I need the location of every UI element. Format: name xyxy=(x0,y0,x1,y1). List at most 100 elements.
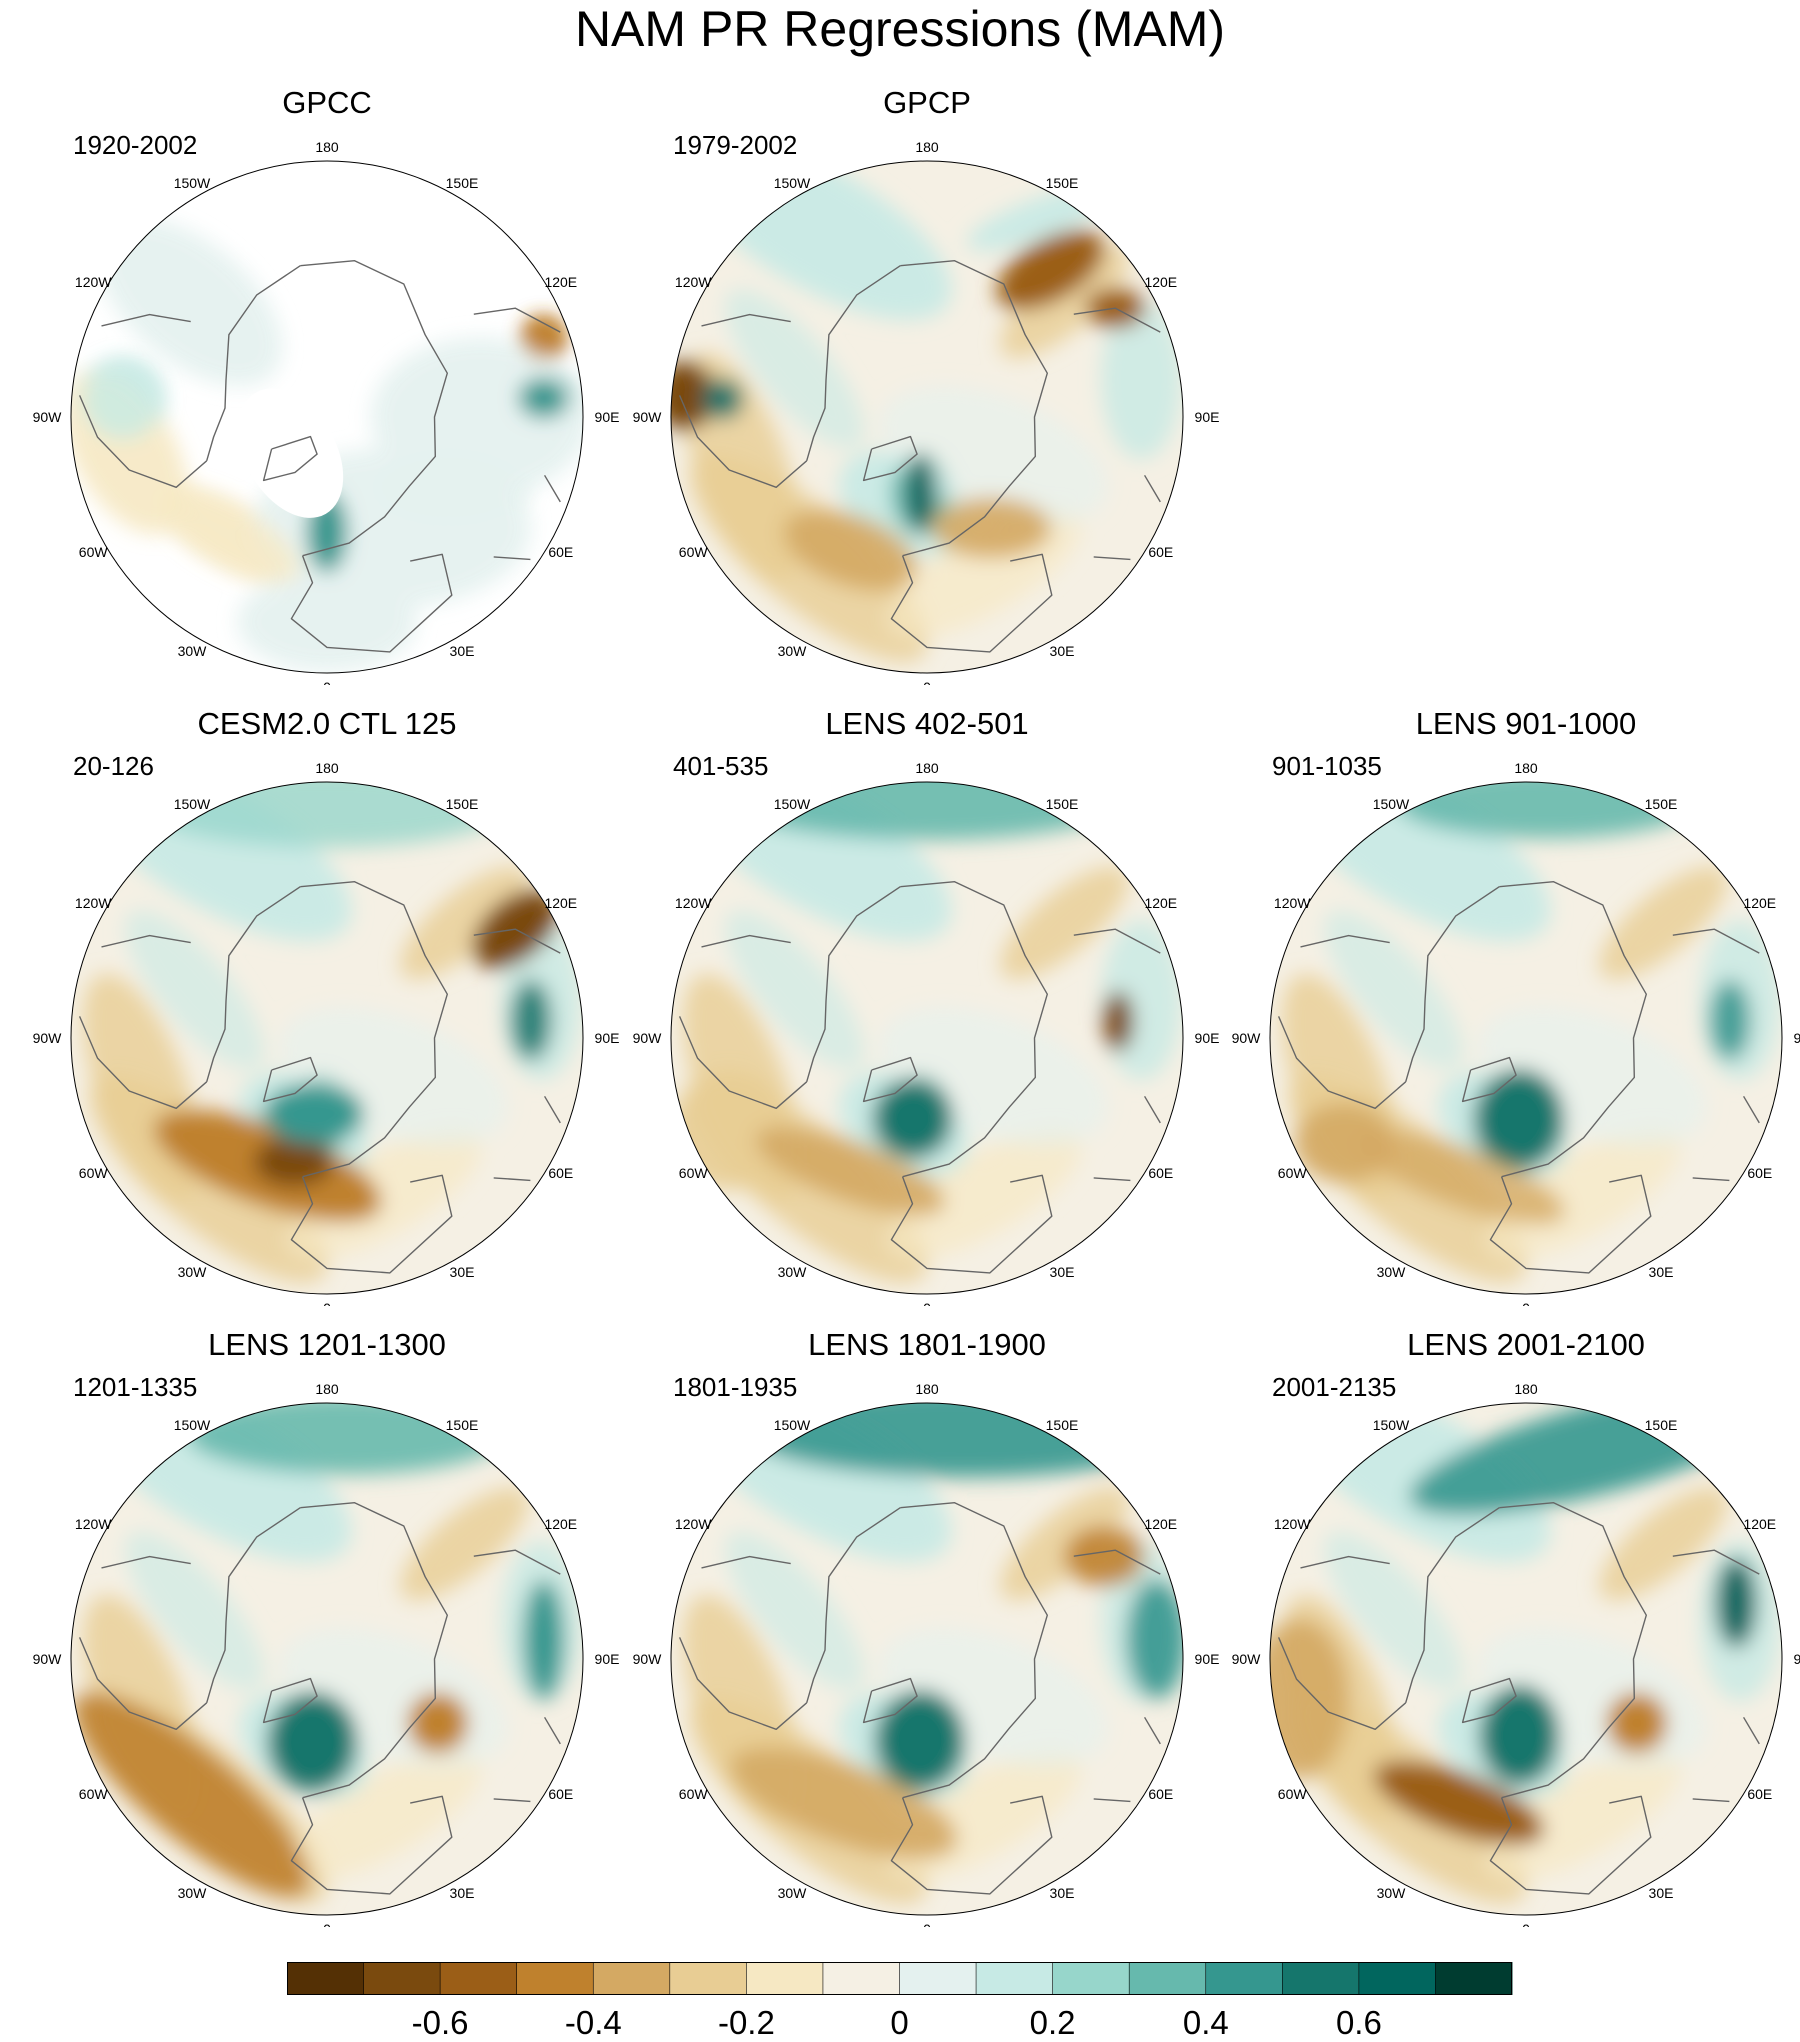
colorbar-swatch xyxy=(440,1962,518,1995)
anomaly-region xyxy=(874,1690,965,1791)
coastline xyxy=(806,265,901,461)
map-panel-cesm: CESM2.0 CTL 125 180 150E 120E 90E 60E 30E 0 30W 6… xyxy=(27,706,627,1306)
anomaly-region xyxy=(730,1747,958,1859)
longitude-label: 30W xyxy=(178,643,208,659)
coastline xyxy=(1742,1095,1760,1124)
anomaly-region xyxy=(1064,1526,1145,1587)
coastline xyxy=(206,886,301,1082)
period-label: 901-1035 xyxy=(1272,751,1382,781)
longitude-label: 90W xyxy=(633,1651,663,1667)
anomaly-region xyxy=(1324,1531,1464,1691)
coastline xyxy=(701,313,791,327)
polar-map: 180 150E 120E 90E 60E 30E 0 30W 60W 90W 120W 150W xyxy=(1232,1381,1800,1927)
period-label: 1801-1935 xyxy=(673,1372,798,1402)
coastline xyxy=(290,1795,453,1895)
longitude-label: 180 xyxy=(315,760,339,776)
colorbar: -0.6 -0.4 -0.2 0 0.2 0.4 0.6 xyxy=(287,1962,1513,2041)
polar-map: 180 150E 120E 90E 60E 30E 0 30W 60W 90W 120W 150W xyxy=(633,1381,1220,1927)
coastline xyxy=(1692,1798,1730,1803)
coastline xyxy=(290,1174,453,1274)
coastline xyxy=(290,553,453,653)
map-boundary xyxy=(1269,781,1783,1295)
longitude-label: 30E xyxy=(1050,1264,1075,1280)
anomaly-region xyxy=(511,980,552,1061)
longitude-label: 60E xyxy=(1148,1786,1173,1802)
longitude-label: 60W xyxy=(79,1165,109,1181)
coastline xyxy=(1300,934,1390,948)
coastline xyxy=(493,556,531,561)
map-panel-gpcc: GPCC 180 150E 120E 90E 60E 30E 0 30W 60W 90W 120W 15… xyxy=(27,85,627,685)
map-boundary xyxy=(670,781,1184,1295)
longitude-label: 0 xyxy=(1522,1300,1530,1306)
anomaly-region xyxy=(1373,1761,1545,1845)
anomaly-region xyxy=(253,1136,334,1187)
missing-data xyxy=(238,388,344,518)
panel-title: LENS 402-501 xyxy=(825,706,1029,741)
longitude-label: 180 xyxy=(315,1381,339,1397)
anomaly-region xyxy=(1710,980,1751,1061)
coastline xyxy=(806,886,901,1082)
anomaly-region xyxy=(1606,1693,1667,1753)
period-label: 1920-2002 xyxy=(73,130,198,160)
longitude-label: 30W xyxy=(178,1885,208,1901)
colorbar-swatch xyxy=(593,1962,671,1995)
coastline xyxy=(1073,1549,1161,1575)
longitude-label: 90E xyxy=(1794,1030,1800,1046)
coastline xyxy=(1073,928,1161,954)
longitude-label: 150W xyxy=(174,175,211,191)
coastline xyxy=(678,1016,808,1109)
anomaly-region xyxy=(1357,1130,1565,1225)
anomaly-region xyxy=(1126,1578,1183,1699)
longitude-label: 90W xyxy=(1232,1030,1262,1046)
colorbar-tick-label: -0.4 xyxy=(565,2004,622,2041)
polar-map: 180 150E 120E 90E 60E 30E 0 30W 60W 90W 120W 150W xyxy=(1232,760,1800,1306)
anomaly-region xyxy=(886,1129,1082,1260)
coastline xyxy=(493,1798,531,1803)
panel-title: CESM2.0 CTL 125 xyxy=(197,706,457,741)
anomaly-region xyxy=(755,1126,945,1216)
coastline xyxy=(1499,881,1647,1178)
coastline xyxy=(78,1016,208,1109)
longitude-label: 30W xyxy=(778,643,808,659)
longitude-label: 150W xyxy=(174,796,211,812)
coastline xyxy=(1093,1177,1131,1182)
longitude-label: 30W xyxy=(778,1885,808,1901)
anomaly-region xyxy=(237,571,417,672)
anomaly-region xyxy=(157,486,300,583)
longitude-label: 120W xyxy=(75,274,112,290)
longitude-label: 0 xyxy=(323,1921,331,1927)
anomaly-region xyxy=(1473,1069,1564,1170)
anomaly-region xyxy=(905,453,936,534)
longitude-label: 150W xyxy=(774,796,811,812)
coastline xyxy=(678,1637,808,1730)
colorbar-swatch xyxy=(1282,1962,1360,1995)
anomaly-region xyxy=(400,1487,529,1601)
coastline xyxy=(890,1174,1053,1274)
longitude-label: 60E xyxy=(1148,1165,1173,1181)
map-boundary xyxy=(1269,1402,1783,1916)
longitude-label: 90W xyxy=(33,1030,63,1046)
coastline xyxy=(473,307,561,333)
longitude-label: 0 xyxy=(923,1921,931,1927)
coastline xyxy=(806,1507,901,1703)
longitude-label: 30W xyxy=(1377,1885,1407,1901)
map-boundary xyxy=(670,1402,1184,1916)
anomaly-region xyxy=(407,1693,468,1753)
colorbar-frame xyxy=(287,1962,1512,1995)
anomaly-region xyxy=(725,1531,865,1691)
coastline xyxy=(262,435,318,482)
longitude-label: 90E xyxy=(1195,1030,1220,1046)
coastline xyxy=(1093,556,1131,561)
longitude-label: 120W xyxy=(1274,1516,1311,1532)
longitude-label: 90W xyxy=(33,409,63,425)
colorbar-tick-label: 0 xyxy=(890,2004,908,2041)
longitude-label: 90W xyxy=(33,1651,63,1667)
coastline xyxy=(1461,1056,1517,1103)
map-boundary xyxy=(670,160,1184,674)
longitude-label: 90W xyxy=(1232,1651,1262,1667)
colorbar-tick-label: 0.4 xyxy=(1183,2004,1229,2041)
coastline xyxy=(1143,1716,1161,1745)
coastline xyxy=(101,934,191,948)
anomaly-region xyxy=(996,230,1105,310)
coastline xyxy=(473,928,561,954)
